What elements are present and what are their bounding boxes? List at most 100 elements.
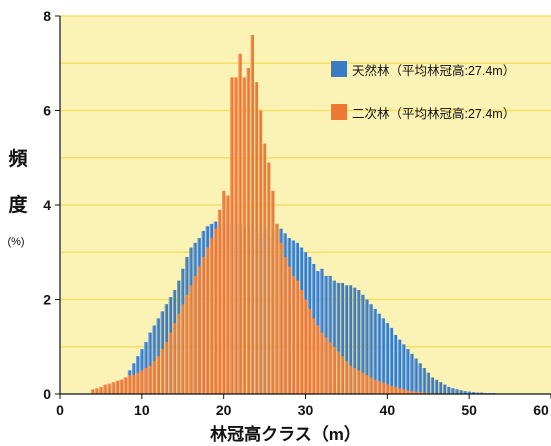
- natural-forest-bar: [451, 388, 455, 394]
- secondary-forest-bar-highlight: [140, 370, 142, 394]
- natural-forest-bar-highlight: [340, 282, 342, 394]
- natural-forest-bar: [467, 391, 471, 394]
- natural-forest-bar: [365, 299, 369, 394]
- secondary-forest-bar-highlight: [373, 379, 375, 394]
- secondary-forest-bar: [357, 370, 361, 394]
- secondary-forest-bar-highlight: [181, 304, 183, 394]
- natural-forest-bar-highlight: [418, 363, 420, 394]
- secondary-forest-bar: [230, 77, 234, 395]
- secondary-forest-bar-highlight: [127, 375, 130, 394]
- natural-forest-bar: [377, 313, 381, 394]
- secondary-forest-bar: [389, 385, 394, 394]
- y-tick-label: 0: [43, 386, 51, 402]
- secondary-forest-bar-highlight: [172, 323, 175, 394]
- secondary-forest-bar-highlight: [291, 275, 293, 394]
- natural-forest-bar: [344, 285, 349, 394]
- natural-forest-bar: [152, 325, 156, 394]
- secondary-forest-bar: [393, 386, 398, 394]
- natural-forest-bar: [455, 389, 459, 394]
- natural-forest-bar-highlight: [324, 275, 326, 394]
- axis-labels: 林冠高クラス（m） 頻 度 (%): [7, 147, 360, 444]
- secondary-forest-bar-highlight: [254, 82, 256, 395]
- secondary-forest-bar-highlight: [328, 342, 330, 394]
- secondary-forest-bar-highlight: [201, 256, 203, 394]
- secondary-forest-bar: [176, 313, 181, 394]
- secondary-forest-bar: [205, 247, 209, 394]
- secondary-forest-bar: [193, 275, 197, 394]
- natural-forest-bar: [397, 339, 402, 394]
- secondary-forest-bar: [144, 368, 148, 394]
- secondary-forest-bar: [209, 238, 214, 394]
- secondary-forest-bar-highlight: [176, 313, 179, 394]
- secondary-forest-bar: [381, 382, 385, 394]
- x-tick-label: 40: [380, 402, 396, 418]
- natural-forest-bar: [340, 282, 345, 394]
- secondary-forest-bar: [340, 356, 345, 394]
- secondary-forest-bar-highlight: [258, 110, 260, 394]
- natural-forest-bar: [475, 392, 480, 394]
- natural-forest-bar-highlight: [463, 391, 465, 394]
- secondary-forest-bar: [377, 381, 381, 394]
- secondary-forest-bar-highlight: [397, 388, 400, 394]
- natural-forest-bar-highlight: [430, 377, 432, 394]
- secondary-forest-bar: [185, 294, 189, 394]
- natural-forest-bar-highlight: [422, 368, 424, 394]
- secondary-forest-bar-highlight: [136, 372, 138, 394]
- secondary-forest-bar-highlight: [221, 190, 224, 394]
- secondary-forest-bar: [352, 368, 357, 394]
- secondary-forest-bar: [95, 388, 99, 394]
- x-tick-label: 30: [298, 402, 314, 418]
- secondary-forest-bar-highlight: [369, 377, 371, 394]
- secondary-forest-bar: [136, 372, 140, 394]
- secondary-forest-bar: [254, 82, 259, 395]
- natural-forest-bar: [320, 268, 324, 394]
- secondary-forest-bar-highlight: [148, 365, 150, 394]
- natural-forest-bar-highlight: [393, 334, 396, 394]
- x-axis-label: 林冠高クラス（m）: [210, 424, 361, 444]
- secondary-forest-bar-highlight: [197, 266, 199, 394]
- secondary-forest-bar: [111, 382, 115, 394]
- natural-forest-bar: [336, 282, 340, 394]
- secondary-forest-bar: [320, 332, 324, 394]
- natural-forest-bar-highlight: [397, 339, 400, 394]
- secondary-forest-bar-highlight: [295, 280, 297, 394]
- natural-forest-bar: [381, 318, 385, 394]
- secondary-forest-bar-highlight: [299, 290, 301, 394]
- secondary-forest-bar: [385, 384, 390, 394]
- secondary-forest-bar: [258, 110, 263, 394]
- x-tick-label: 10: [134, 402, 150, 418]
- secondary-forest-bar-highlight: [320, 332, 322, 394]
- natural-forest-bar: [430, 377, 435, 394]
- secondary-forest-bar: [361, 372, 365, 394]
- secondary-forest-bar-highlight: [422, 392, 424, 394]
- secondary-forest-bar: [283, 256, 287, 394]
- secondary-forest-bar-highlight: [156, 356, 158, 394]
- secondary-forest-bar-highlight: [389, 385, 391, 394]
- natural-forest-bar: [369, 304, 373, 394]
- natural-forest-bar: [402, 344, 406, 394]
- secondary-forest-bar: [168, 332, 173, 394]
- secondary-forest-bar-highlight: [103, 384, 105, 394]
- natural-forest-bar-highlight: [357, 290, 359, 394]
- secondary-forest-bar-highlight: [316, 325, 318, 394]
- secondary-forest-bar: [242, 77, 246, 395]
- natural-forest-bar-highlight: [475, 392, 477, 394]
- secondary-forest-bar-highlight: [324, 337, 326, 394]
- secondary-forest-bar-highlight: [213, 228, 215, 394]
- secondary-forest-bar: [197, 266, 201, 394]
- secondary-forest-bar: [328, 342, 332, 394]
- natural-forest-bar: [352, 287, 357, 394]
- natural-forest-bar: [324, 275, 328, 394]
- secondary-forest-bar: [213, 228, 218, 394]
- secondary-forest-bar-highlight: [209, 238, 211, 394]
- natural-forest-bar-highlight: [348, 285, 351, 394]
- secondary-forest-bar: [271, 190, 275, 394]
- natural-forest-bar: [442, 384, 447, 394]
- natural-forest-bar-highlight: [377, 313, 379, 394]
- secondary-forest-bar: [299, 290, 304, 394]
- secondary-forest-bar-highlight: [217, 209, 220, 394]
- natural-forest-bar-highlight: [471, 392, 473, 394]
- natural-forest-bar-highlight: [402, 344, 404, 394]
- natural-forest-bar-highlight: [369, 304, 371, 394]
- natural-forest-bar-highlight: [361, 294, 363, 394]
